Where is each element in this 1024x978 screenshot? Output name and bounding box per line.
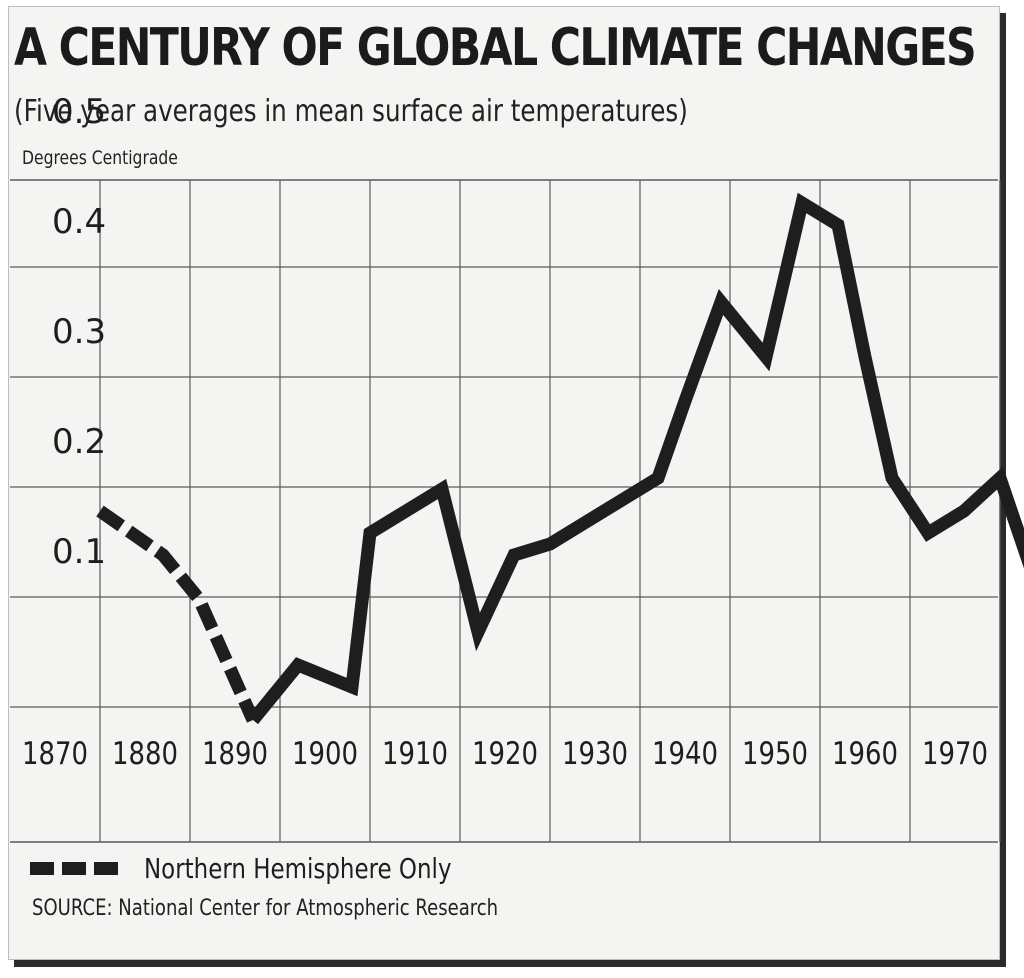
chart-title: A CENTURY OF GLOBAL CLIMATE CHANGES — [14, 18, 977, 78]
x-tick-label: 1960 — [832, 736, 898, 772]
y-axis-ticks: 0.1 0.2 0.3 0.4 0.5 — [52, 92, 106, 572]
y-tick-label: 0.3 — [52, 312, 106, 352]
chart-grid — [10, 179, 1001, 843]
x-tick-label: 1970 — [922, 736, 988, 772]
y-tick-label: 0.2 — [52, 422, 106, 462]
y-tick-label: 0.4 — [52, 202, 106, 242]
y-tick-label: 0.5 — [52, 92, 106, 132]
x-tick-label: 1930 — [562, 736, 628, 772]
y-axis-label: Degrees Centigrade — [22, 147, 178, 169]
x-tick-label: 1880 — [112, 736, 178, 772]
x-tick-label: 1910 — [382, 736, 448, 772]
dashed-line-swatch-icon — [30, 862, 118, 875]
x-axis-ticks: 1870 1880 1890 1900 1910 1920 1930 1940 1950 1960… — [22, 736, 988, 772]
series-line-northern-hemisphere — [96, 505, 259, 723]
x-tick-label: 1870 — [22, 736, 88, 772]
data-series — [96, 192, 1024, 725]
x-tick-label: 1940 — [652, 736, 718, 772]
x-tick-label: 1950 — [742, 736, 808, 772]
x-tick-label: 1890 — [202, 736, 268, 772]
chart-frame — [8, 6, 1000, 960]
source-note: SOURCE: National Center for Atmospheric … — [32, 896, 499, 921]
y-tick-label: 0.1 — [52, 532, 106, 572]
chart-subtitle: (Five year averages in mean surface air … — [14, 94, 688, 129]
legend: Northern Hemisphere Only — [30, 852, 519, 885]
x-tick-label: 1900 — [292, 736, 358, 772]
x-tick-label: 1920 — [472, 736, 538, 772]
legend-label: Northern Hemisphere Only — [144, 852, 452, 885]
series-line-global — [247, 192, 1024, 725]
